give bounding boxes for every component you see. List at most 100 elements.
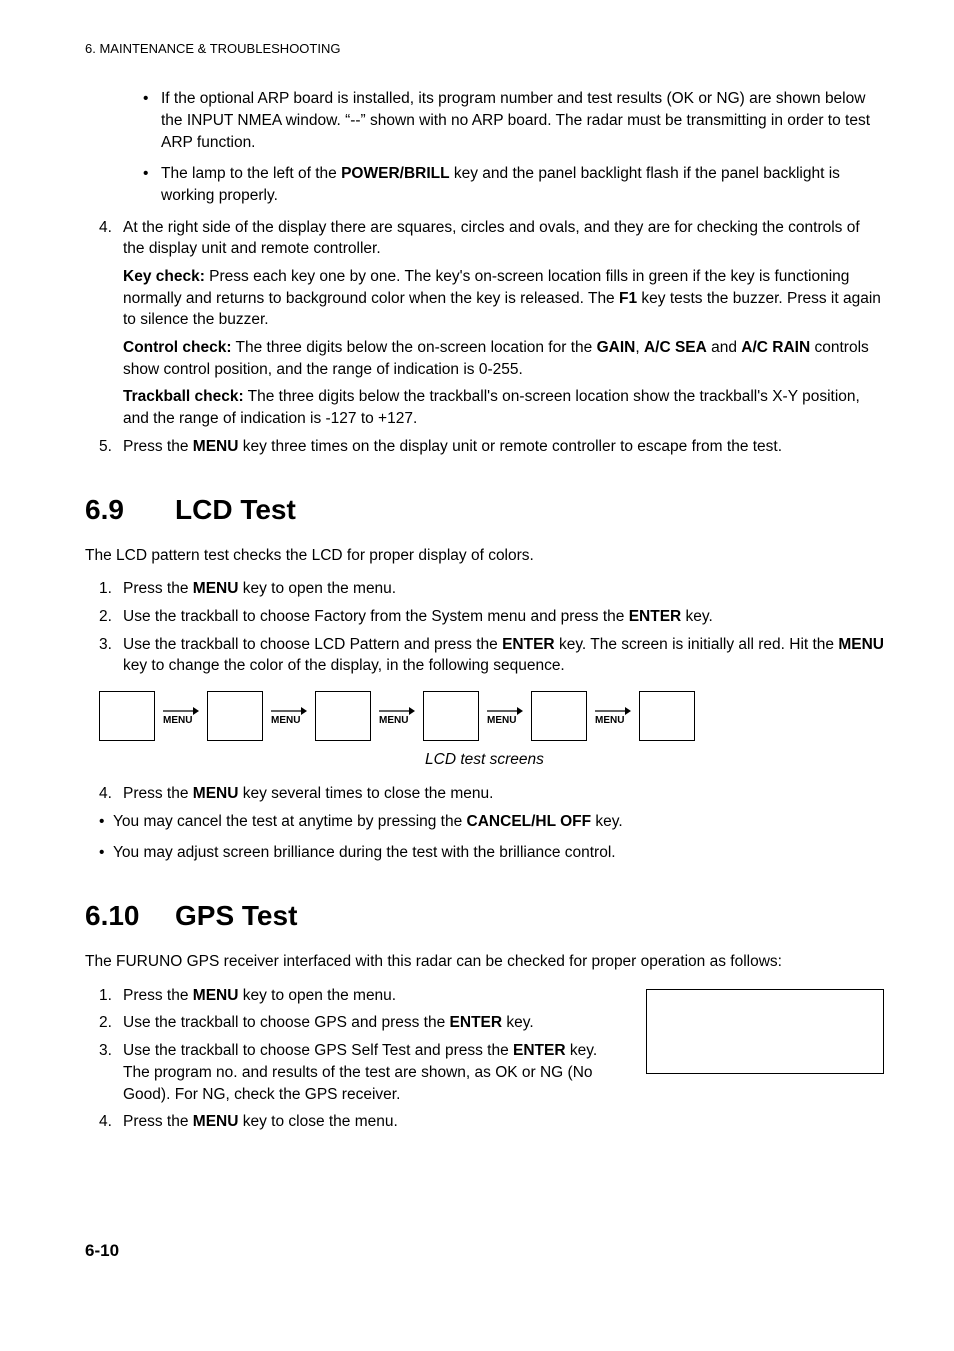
text-run: Press the	[123, 1113, 193, 1130]
bold-run: MENU	[838, 636, 884, 653]
item-body: Use the trackball to choose LCD Pattern …	[123, 634, 884, 677]
item-body: Press the MENU key several times to clos…	[123, 783, 884, 805]
lcd-screen-box	[315, 691, 371, 741]
item-number: 3.	[99, 1040, 123, 1105]
numbered-list: 5. Press the MENU key three times on the…	[99, 436, 884, 458]
menu-arrow-icon: MENU	[595, 706, 631, 726]
note-item: • You may adjust screen brilliance durin…	[99, 842, 884, 864]
list-item-3: 3. Use the trackball to choose LCD Patte…	[99, 634, 884, 677]
figure-caption: LCD test screens	[85, 749, 884, 771]
list-item-5: 5. Press the MENU key three times on the…	[99, 436, 884, 458]
bullet-text: The lamp to the left of the POWER/BRILL …	[161, 163, 884, 206]
lcd-screen-box	[423, 691, 479, 741]
lcd-screen-box	[531, 691, 587, 741]
text-run: key to change the color of the display, …	[123, 657, 565, 674]
text-run: key. The screen is initially all red. Hi…	[555, 636, 839, 653]
text-run: Press the	[123, 785, 193, 802]
gps-result-box	[646, 989, 884, 1074]
bullet-dot: •	[99, 811, 113, 833]
bullet-text: If the optional ARP board is installed, …	[161, 88, 884, 153]
text-run: Use the trackball to choose GPS Self Tes…	[123, 1042, 513, 1059]
section-number: 6.10	[85, 896, 175, 935]
gps-steps: 1. Press the MENU key to open the menu. …	[99, 985, 626, 1139]
item-number: 4.	[99, 783, 123, 805]
text-run: Press the	[123, 438, 193, 455]
list-item-2: 2. Use the trackball to choose GPS and p…	[99, 1012, 626, 1034]
note-text: You may adjust screen brilliance during …	[113, 842, 616, 864]
lcd-screen-box	[99, 691, 155, 741]
bold-run: ENTER	[629, 608, 682, 625]
notes-list: • You may cancel the test at anytime by …	[99, 811, 884, 864]
list-item-1: 1. Press the MENU key to open the menu.	[99, 578, 884, 600]
bold-run: MENU	[193, 785, 239, 802]
text-run: key to open the menu.	[238, 580, 396, 597]
item-body: Press the MENU key to open the menu.	[123, 985, 626, 1007]
bold-run: GAIN	[597, 339, 636, 356]
text-run: You may cancel the test at anytime by pr…	[113, 813, 467, 830]
bold-run: CANCEL/HL OFF	[467, 813, 592, 830]
item-body: Press the MENU key to close the menu.	[123, 1111, 626, 1133]
item-number: 4.	[99, 217, 123, 260]
menu-arrow-icon: MENU	[163, 706, 199, 726]
item-number: 2.	[99, 606, 123, 628]
numbered-list: 4. Press the MENU key several times to c…	[99, 783, 884, 805]
menu-arrow-icon: MENU	[487, 706, 523, 726]
bold-run: MENU	[193, 987, 239, 1004]
bullet-dot: •	[143, 163, 161, 206]
section-title: GPS Test	[175, 896, 297, 935]
text-run: Press the	[123, 580, 193, 597]
gps-section: 1. Press the MENU key to open the menu. …	[85, 985, 884, 1139]
bold-run: MENU	[193, 580, 239, 597]
item-body: Use the trackball to choose Factory from…	[123, 606, 884, 628]
text-run: key to open the menu.	[238, 987, 396, 1004]
section-title: LCD Test	[175, 490, 296, 529]
list-item-3: 3. Use the trackball to choose GPS Self …	[99, 1040, 626, 1105]
section-heading-6-9: 6.9 LCD Test	[85, 490, 884, 529]
item-body: Use the trackball to choose GPS Self Tes…	[123, 1040, 626, 1105]
bold-run: F1	[619, 290, 637, 307]
menu-arrow-icon: MENU	[379, 706, 415, 726]
item-body: Use the trackball to choose GPS and pres…	[123, 1012, 626, 1034]
lcd-sequence: MENU MENU MENU MENU MENU	[99, 691, 884, 741]
numbered-list: 4. At the right side of the display ther…	[99, 217, 884, 260]
text-run: key.	[502, 1014, 534, 1031]
bullet-dot: •	[143, 88, 161, 153]
trackball-check-block: Trackball check: The three digits below …	[123, 386, 884, 429]
bullet-dot: •	[99, 842, 113, 864]
key-check-label: Key check:	[123, 268, 205, 285]
bold-run: A/C SEA	[644, 339, 707, 356]
text-run: Use the trackball to choose GPS and pres…	[123, 1014, 450, 1031]
bold-run: A/C RAIN	[741, 339, 810, 356]
bold-run: MENU	[193, 1113, 239, 1130]
note-item: • You may cancel the test at anytime by …	[99, 811, 884, 833]
control-check-label: Control check:	[123, 339, 232, 356]
bold-run: MENU	[193, 438, 239, 455]
bold-run: ENTER	[450, 1014, 503, 1031]
text-run: key.	[681, 608, 713, 625]
section-intro: The LCD pattern test checks the LCD for …	[85, 545, 884, 567]
page-number: 6-10	[85, 1239, 884, 1263]
section-number: 6.9	[85, 490, 175, 529]
trackball-check-label: Trackball check:	[123, 388, 244, 405]
text-run: key three times on the display unit or r…	[238, 438, 782, 455]
list-item-2: 2. Use the trackball to choose Factory f…	[99, 606, 884, 628]
list-item-4: 4. At the right side of the display ther…	[99, 217, 884, 260]
text-run: and	[707, 339, 741, 356]
text-run: The lamp to the left of the	[161, 165, 341, 182]
list-item-1: 1. Press the MENU key to open the menu.	[99, 985, 626, 1007]
text-run: The three digits below the on-screen loc…	[232, 339, 597, 356]
item-number: 2.	[99, 1012, 123, 1034]
item-number: 1.	[99, 578, 123, 600]
chapter-header: 6. MAINTENANCE & TROUBLESHOOTING	[85, 40, 884, 58]
control-check-block: Control check: The three digits below th…	[123, 337, 884, 380]
lcd-screen-box	[639, 691, 695, 741]
item-number: 3.	[99, 634, 123, 677]
bullet-item: • The lamp to the left of the POWER/BRIL…	[143, 163, 884, 206]
key-check-block: Key check: Press each key one by one. Th…	[123, 266, 884, 331]
list-item-4: 4. Press the MENU key to close the menu.	[99, 1111, 626, 1133]
text-run: key.	[591, 813, 623, 830]
text-run: key to close the menu.	[238, 1113, 397, 1130]
note-text: You may cancel the test at anytime by pr…	[113, 811, 623, 833]
numbered-list: 1. Press the MENU key to open the menu. …	[99, 578, 884, 677]
menu-arrow-icon: MENU	[271, 706, 307, 726]
